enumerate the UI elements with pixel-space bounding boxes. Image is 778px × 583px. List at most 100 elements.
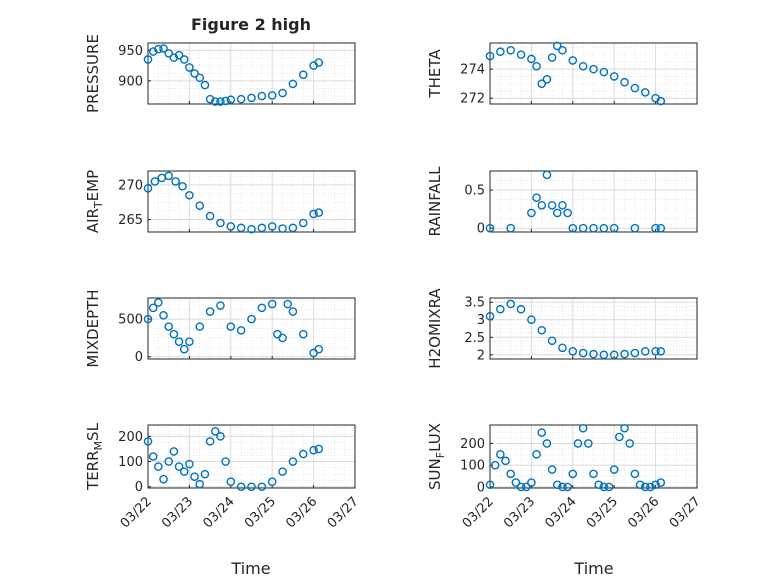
data-point [154, 44, 163, 54]
data-point [200, 469, 210, 479]
data-point [656, 223, 666, 233]
data-point [552, 208, 562, 218]
data-point [179, 55, 189, 64]
data-point [620, 77, 629, 87]
data-point [573, 439, 583, 448]
data-point [257, 482, 267, 492]
data-point [247, 93, 256, 103]
data-point [195, 322, 205, 331]
data-point [257, 223, 267, 233]
data-point [485, 480, 495, 490]
data-point [178, 181, 187, 191]
data-point [185, 459, 194, 469]
data-point [506, 299, 516, 309]
data-point [485, 223, 495, 233]
data-point [164, 171, 173, 181]
x-tick-label: 03/24 [543, 494, 580, 531]
data-point [527, 208, 536, 218]
x-tick-label: 03/27 [325, 494, 362, 531]
data-point [552, 480, 562, 490]
data-point [578, 423, 588, 433]
data-point [236, 223, 246, 233]
x-tick-label: 03/25 [584, 494, 621, 531]
data-point [143, 55, 153, 64]
data-point [496, 47, 505, 57]
data-point [578, 61, 588, 71]
data-point [609, 465, 619, 474]
data-point [200, 80, 210, 90]
x-tick-label: 03/24 [201, 494, 238, 531]
y-tick-label: 270 [118, 178, 143, 193]
subplot-7: 0 100 200 TERRMSL 03/22 03/23 03/24 03/25 03/26 0… [84, 422, 362, 531]
data-point [640, 346, 650, 356]
data-point [542, 75, 552, 84]
data-point [314, 444, 324, 454]
data-point [298, 70, 308, 80]
y-tick-label: 3.5 [464, 296, 485, 311]
data-point [501, 456, 510, 466]
y-tick-label: 272 [460, 92, 485, 107]
data-point [532, 450, 541, 459]
data-point [532, 61, 541, 71]
x-tick-label: 03/22 [118, 494, 155, 531]
x-axis-label-left: Time [230, 559, 270, 578]
data-point [599, 67, 609, 77]
data-point [164, 457, 173, 466]
data-point [205, 437, 215, 446]
data-point [185, 63, 194, 72]
data-point [169, 447, 179, 456]
y-tick-label: 2 [477, 348, 485, 363]
data-point [609, 350, 619, 360]
data-point [309, 209, 318, 219]
y-tick-label: 2.5 [464, 331, 485, 346]
data-point [278, 333, 287, 343]
data-point [226, 95, 236, 105]
data-point [283, 299, 293, 309]
data-point [309, 445, 318, 455]
y-axis-label: MIXDEPTH [84, 289, 102, 367]
data-point [563, 208, 572, 218]
y-tick-label: 0 [135, 350, 143, 365]
axes-frame [147, 170, 356, 233]
data-point [490, 460, 500, 470]
data-point [195, 201, 205, 210]
data-point [154, 462, 163, 471]
data-point [568, 346, 578, 356]
data-point [159, 44, 168, 53]
y-axis-label: AIRTEMP [84, 170, 105, 233]
data-point [506, 469, 516, 479]
data-point [537, 201, 547, 210]
data-point [542, 439, 552, 448]
data-point [537, 428, 547, 437]
data-point [169, 329, 179, 339]
data-point [298, 218, 308, 228]
data-point [278, 224, 287, 233]
figure-title: Figure 2 high [191, 15, 311, 34]
plot-area [148, 425, 355, 488]
data-point [599, 350, 609, 360]
x-tick-label: 03/26 [625, 494, 662, 531]
data-point [205, 94, 215, 104]
data-point [516, 482, 526, 492]
data-point [148, 303, 158, 313]
data-point [604, 482, 614, 492]
axes-frame [489, 42, 698, 105]
subplot-3: 265 270 AIRTEMP [84, 170, 356, 234]
x-tick-label: 03/22 [460, 494, 497, 531]
data-point [267, 91, 277, 100]
data-point [496, 450, 505, 459]
axes-frame [147, 424, 356, 489]
axes-frame [147, 297, 356, 360]
y-tick-label: 274 [460, 63, 485, 78]
data-point [599, 482, 609, 492]
data-point [164, 322, 173, 331]
data-point [516, 50, 526, 59]
y-axis-label: H2OMIXRA [426, 288, 444, 369]
y-tick-label: 100 [460, 459, 485, 474]
data-point [314, 58, 324, 67]
data-point [516, 304, 526, 314]
data-point [159, 474, 168, 484]
data-point [210, 97, 220, 106]
y-tick-label: 900 [118, 74, 143, 89]
data-point [164, 49, 173, 58]
